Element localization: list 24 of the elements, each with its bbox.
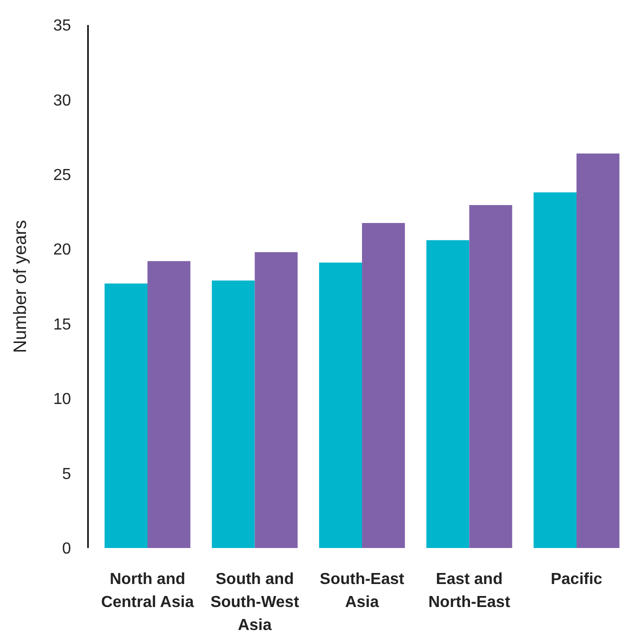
y-tick-label: 10 bbox=[53, 391, 72, 408]
x-tick-label: East and North-East bbox=[428, 571, 511, 611]
y-tick-label: 20 bbox=[53, 242, 72, 259]
bar bbox=[426, 240, 470, 548]
y-tick-label: 30 bbox=[53, 92, 72, 110]
bar bbox=[254, 252, 298, 548]
x-tick-label: Pacific bbox=[550, 571, 602, 588]
bar bbox=[469, 205, 512, 548]
bar bbox=[147, 261, 190, 548]
bar bbox=[212, 280, 255, 548]
x-tick-label: South-East Asia bbox=[320, 571, 405, 611]
y-tick-label: 0 bbox=[62, 540, 72, 558]
y-tick-label: 5 bbox=[62, 466, 72, 483]
bar bbox=[534, 192, 577, 548]
y-tick-label: 15 bbox=[53, 316, 72, 334]
y-tick-label: 25 bbox=[53, 167, 72, 184]
x-tick-label: South and South-West Asia bbox=[210, 571, 300, 634]
bar bbox=[576, 154, 620, 548]
y-axis-title: Number of years bbox=[10, 220, 30, 354]
x-tick-label: North and Central Asia bbox=[101, 571, 194, 611]
bar bbox=[104, 284, 148, 548]
bar bbox=[362, 222, 405, 548]
y-tick-label: 35 bbox=[53, 18, 72, 35]
bar bbox=[319, 262, 362, 548]
